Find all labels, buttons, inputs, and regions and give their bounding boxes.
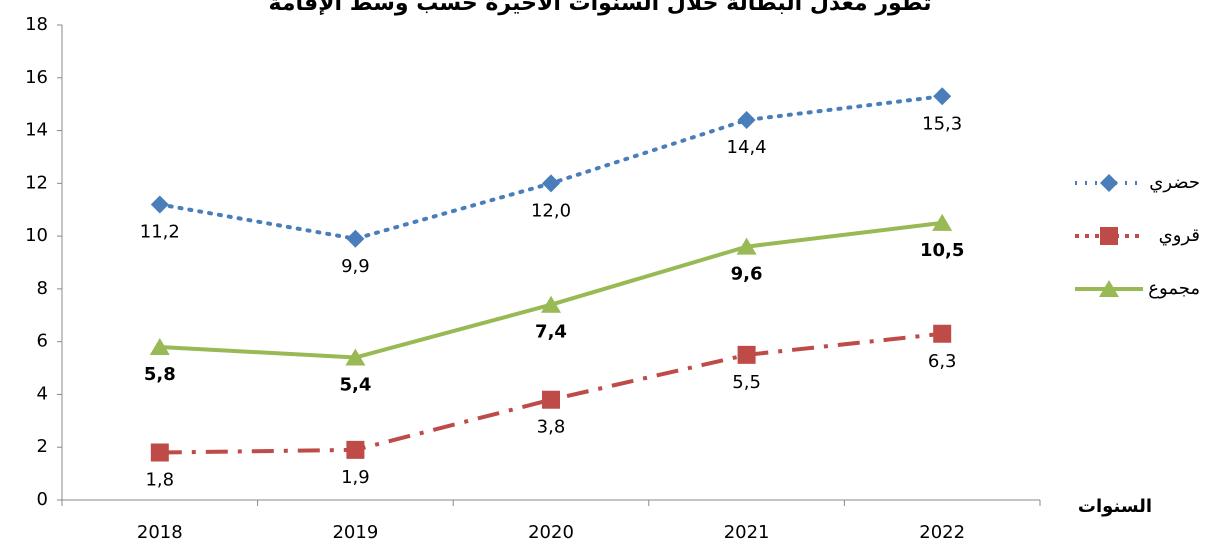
data-label: 9,6	[731, 264, 763, 285]
marker	[1099, 280, 1119, 297]
x-tick-label: 2020	[528, 522, 574, 543]
y-tick-label: 12	[25, 172, 48, 193]
data-label: 5,8	[144, 364, 176, 385]
marker	[150, 195, 169, 214]
y-tick-label: 18	[25, 14, 48, 35]
marker	[542, 174, 560, 193]
y-tick-label: 14	[25, 120, 48, 141]
y-tick-label: 16	[25, 67, 48, 88]
marker	[933, 87, 952, 106]
marker	[149, 337, 170, 355]
marker	[346, 229, 365, 248]
marker	[346, 440, 365, 459]
data-label: 1,8	[145, 470, 174, 491]
chart-title: تطور معدل البطالة خلال السنوات الأخيرة ح…	[269, 0, 932, 16]
marker	[736, 237, 757, 255]
legend-label: مجموع	[1148, 278, 1200, 299]
data-label: 3,8	[537, 417, 566, 438]
data-label: 5,5	[732, 372, 761, 393]
marker	[542, 390, 560, 409]
y-tick-label: 2	[37, 436, 48, 457]
data-label: 1,9	[341, 467, 370, 488]
data-label: 5,4	[339, 375, 371, 396]
marker	[345, 348, 366, 366]
y-tick-label: 8	[37, 278, 48, 299]
marker	[737, 111, 756, 129]
x-axis-label: السنوات	[1078, 496, 1152, 517]
data-label: 6,3	[928, 351, 957, 372]
data-label: 15,3	[922, 113, 962, 134]
x-tick-label: 2019	[332, 522, 378, 543]
marker	[541, 295, 561, 313]
series-line	[159, 331, 943, 455]
marker	[1100, 227, 1118, 245]
y-tick-label: 6	[37, 331, 48, 352]
x-tick-label: 2022	[919, 522, 965, 543]
legend-label: قروي	[1159, 225, 1200, 246]
data-label: 12,0	[531, 200, 571, 221]
y-tick-label: 0	[37, 489, 48, 510]
y-tick-label: 10	[25, 225, 48, 246]
data-label: 14,4	[727, 137, 767, 158]
marker	[1100, 174, 1118, 192]
x-tick-label: 2018	[137, 522, 183, 543]
marker	[933, 324, 952, 343]
data-label: 7,4	[535, 322, 567, 343]
marker	[150, 443, 169, 462]
data-label: 9,9	[341, 256, 370, 277]
legend-label: حضري	[1149, 172, 1200, 193]
marker	[737, 345, 756, 364]
x-tick-label: 2021	[724, 522, 770, 543]
marker	[932, 213, 953, 231]
y-tick-label: 4	[37, 383, 48, 404]
data-label: 10,5	[920, 240, 964, 261]
data-label: 11,2	[140, 221, 180, 242]
